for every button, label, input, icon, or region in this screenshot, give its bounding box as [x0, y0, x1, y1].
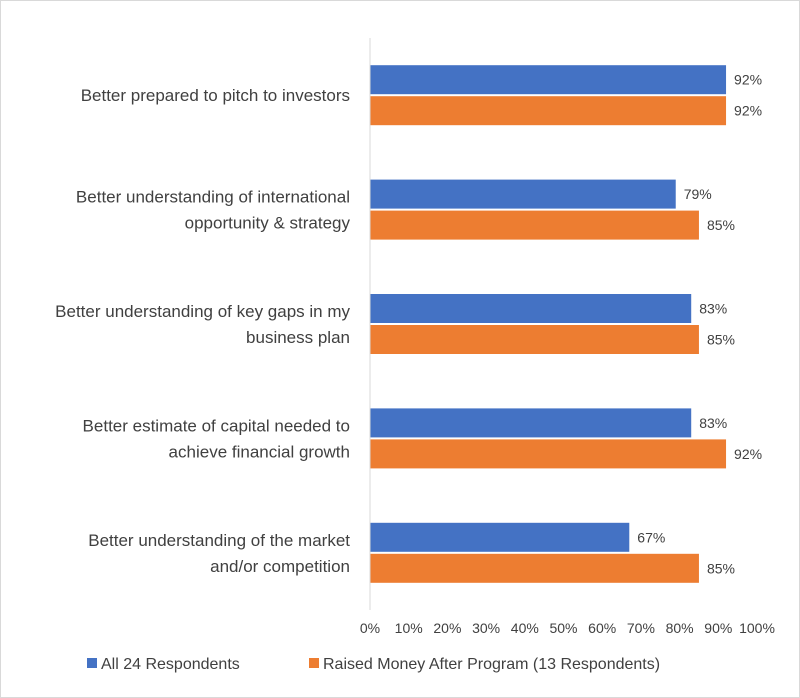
x-tick-label: 70%: [627, 620, 655, 636]
data-label: 85%: [707, 217, 735, 233]
legend-label: Raised Money After Program (13 Responden…: [323, 656, 660, 673]
category-label: Better understanding of the market: [88, 531, 350, 550]
bar-series-2: [370, 210, 699, 240]
bar-series-1: [370, 522, 630, 552]
category-label: achieve financial growth: [169, 442, 350, 461]
x-tick-label: 50%: [549, 620, 577, 636]
data-label: 83%: [699, 415, 727, 431]
category-labels: Better prepared to pitch to investors Bet…: [55, 86, 350, 576]
x-tick-label: 100%: [739, 620, 775, 636]
bar-series-1: [370, 294, 692, 323]
category-label: opportunity & strategy: [185, 214, 351, 233]
data-label: 85%: [707, 560, 735, 576]
bar-series-2: [370, 553, 699, 583]
bar-series-1: [370, 65, 727, 95]
category-label: Better understanding of international: [76, 188, 350, 207]
x-tick-label: 0%: [360, 620, 380, 636]
x-tick-label: 40%: [511, 620, 539, 636]
data-labels: 92% 92% 79% 85% 83% 85% 83% 92% 67% 85%: [637, 72, 762, 577]
bars: [370, 65, 727, 583]
data-label: 92%: [734, 72, 762, 88]
data-label: 92%: [734, 103, 762, 119]
x-tick-label: 10%: [395, 620, 423, 636]
legend-label: All 24 Respondents: [101, 656, 240, 673]
bar-series-2: [370, 325, 699, 354]
data-label: 85%: [707, 332, 735, 348]
bar-series-2: [370, 439, 727, 469]
x-tick-label: 20%: [433, 620, 461, 636]
bar-series-1: [370, 179, 676, 209]
x-tick-label: 30%: [472, 620, 500, 636]
category-label: business plan: [246, 328, 350, 347]
category-label: and/or competition: [210, 557, 350, 576]
x-axis-tick-labels: 0% 10% 20% 30% 40% 50% 60% 70% 80% 90% 100%: [360, 620, 775, 636]
data-label: 67%: [637, 529, 665, 545]
data-label: 92%: [734, 446, 762, 462]
legend-swatch: [87, 658, 97, 668]
category-label: Better estimate of capital needed to: [83, 416, 350, 435]
bar-series-1: [370, 408, 692, 438]
category-label: Better prepared to pitch to investors: [81, 86, 350, 105]
bar-series-2: [370, 96, 727, 126]
legend-swatch: [309, 658, 319, 668]
data-label: 79%: [684, 186, 712, 202]
legend: All 24 Respondents Raised Money After Pro…: [87, 656, 660, 673]
x-tick-label: 60%: [588, 620, 616, 636]
x-tick-label: 80%: [666, 620, 694, 636]
category-label: Better understanding of key gaps in my: [55, 302, 350, 321]
data-label: 83%: [699, 301, 727, 317]
x-tick-label: 90%: [704, 620, 732, 636]
